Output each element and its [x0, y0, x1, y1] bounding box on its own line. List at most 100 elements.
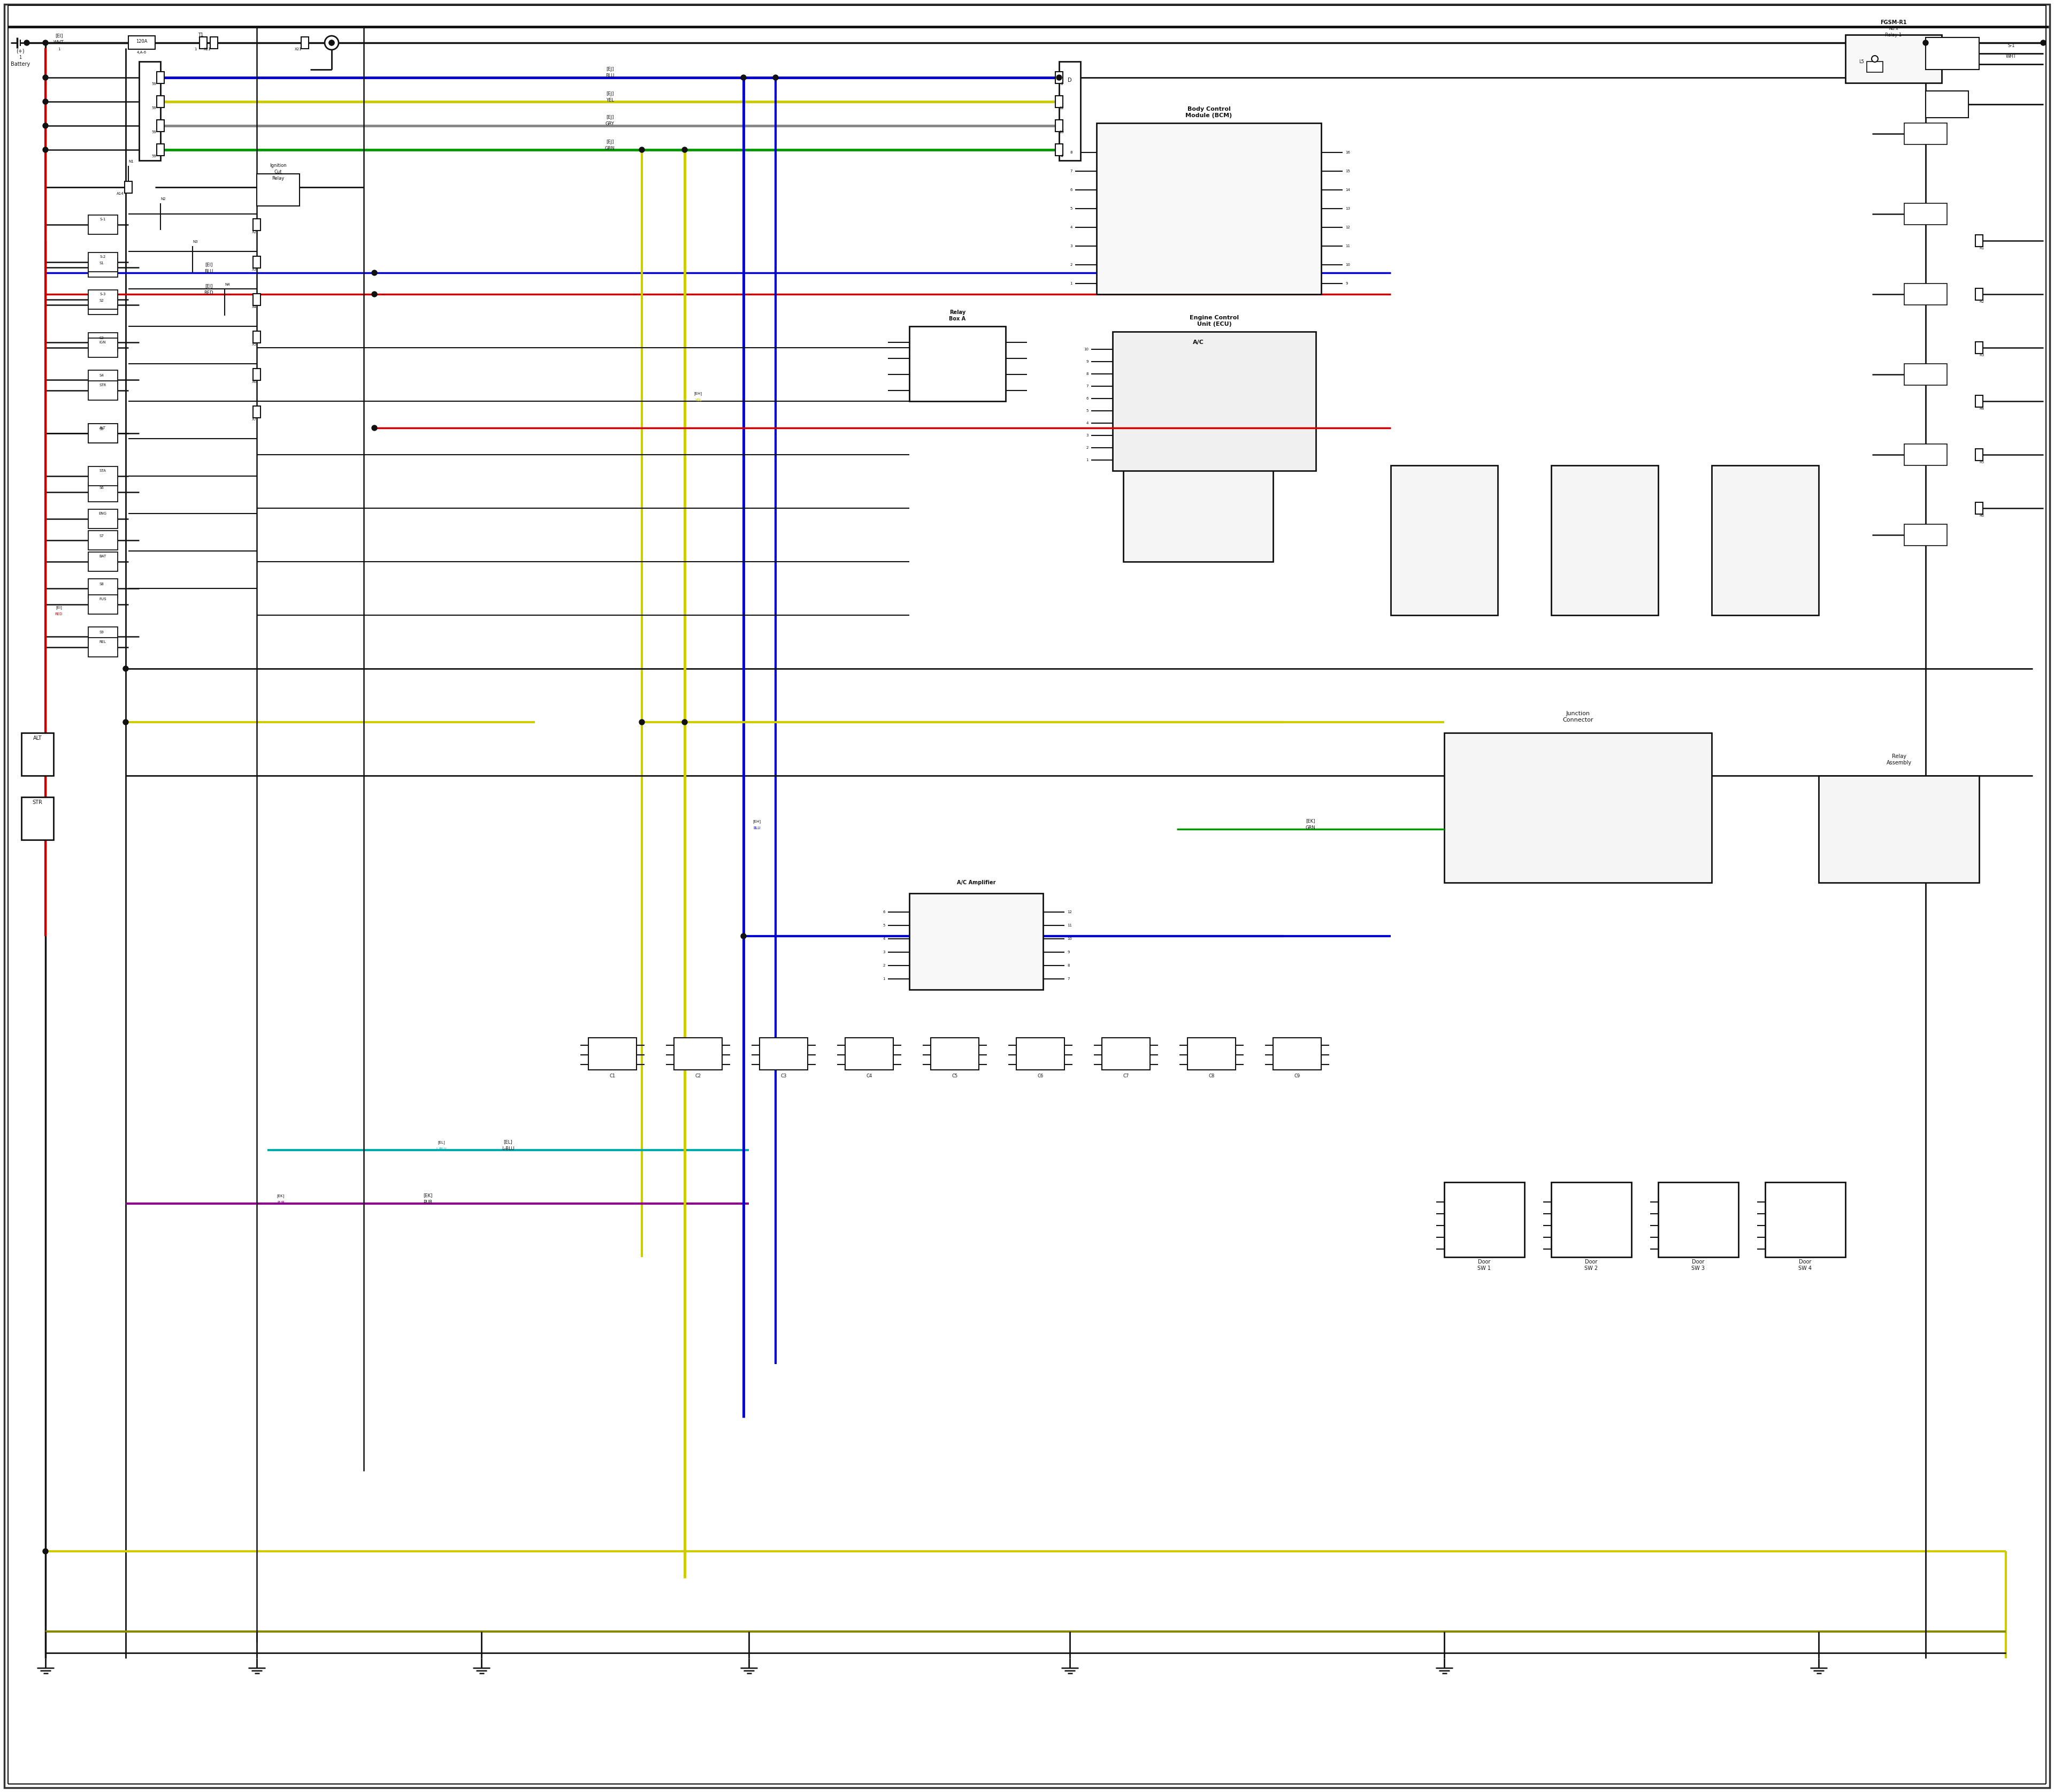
Bar [1101, 1038, 1150, 1070]
Bar [1060, 61, 1080, 161]
Text: 13: 13 [1345, 208, 1349, 210]
Bar [125, 181, 131, 194]
Text: X2: X2 [253, 231, 257, 233]
Bar [253, 407, 261, 418]
Text: [EI]: [EI] [55, 34, 64, 38]
Text: S-3: S-3 [101, 292, 105, 296]
Text: A/C Amplifier: A/C Amplifier [957, 880, 996, 885]
Circle shape [123, 719, 127, 724]
Text: PUR: PUR [423, 1199, 433, 1204]
Text: 10: 10 [1085, 348, 1089, 351]
Bar [1056, 72, 1062, 84]
Text: 9: 9 [1087, 360, 1089, 364]
Bar [156, 143, 164, 156]
Text: YEL: YEL [694, 398, 700, 401]
Bar [1124, 358, 1273, 561]
Bar [156, 72, 164, 84]
Text: 4: 4 [883, 937, 885, 941]
Bar [1976, 342, 1982, 353]
Bar [199, 38, 207, 48]
Text: Cut: Cut [275, 170, 281, 174]
Circle shape [329, 39, 335, 45]
Text: REL: REL [99, 640, 107, 643]
Bar [88, 530, 117, 550]
Bar [1904, 124, 1947, 145]
Bar [253, 332, 261, 342]
Text: 1: 1 [193, 48, 197, 50]
Text: [EK]: [EK] [1306, 819, 1315, 824]
Bar [1844, 34, 1941, 82]
Circle shape [1923, 39, 1929, 45]
Text: 7: 7 [1070, 170, 1072, 172]
Text: 11: 11 [1345, 244, 1349, 247]
Circle shape [43, 147, 47, 152]
Bar [253, 369, 261, 380]
Text: Relay: Relay [271, 176, 283, 181]
Circle shape [2040, 39, 2046, 45]
Text: S2: S2 [99, 299, 105, 303]
Text: L-BLU: L-BLU [501, 1147, 514, 1150]
Text: S-1: S-1 [101, 217, 105, 220]
Text: 1: 1 [18, 56, 23, 59]
Bar [1867, 61, 1884, 72]
Bar [1927, 91, 1968, 118]
Text: Door
SW 3: Door SW 3 [1692, 1260, 1705, 1271]
Bar [1904, 444, 1947, 466]
Text: 14: 14 [1345, 188, 1349, 192]
Bar [1976, 235, 1982, 247]
Text: L-BLU: L-BLU [435, 1147, 446, 1150]
Text: 4: 4 [1070, 226, 1072, 229]
Text: RED: RED [203, 290, 214, 296]
Circle shape [372, 425, 378, 430]
Text: A/C: A/C [1193, 340, 1204, 346]
Text: 6: 6 [1070, 188, 1072, 192]
Text: X21: X21 [203, 48, 212, 50]
Text: 5: 5 [883, 925, 885, 926]
Text: 7: 7 [1087, 385, 1089, 387]
Text: (+): (+) [16, 48, 25, 54]
Bar [257, 174, 300, 206]
Text: 1: 1 [1070, 281, 1072, 285]
Bar [127, 36, 156, 48]
Text: R4: R4 [1980, 407, 1984, 410]
Bar [1976, 396, 1982, 407]
Text: 11: 11 [1068, 925, 1072, 926]
Circle shape [25, 39, 29, 45]
Circle shape [682, 719, 688, 724]
Text: N2: N2 [160, 197, 166, 201]
Text: R1: R1 [1980, 247, 1984, 249]
Bar [88, 382, 117, 400]
Text: BLU: BLU [754, 826, 760, 830]
Text: BLU: BLU [606, 73, 614, 79]
Text: 5: 5 [1070, 208, 1072, 210]
Bar [910, 894, 1043, 989]
Bar [910, 326, 1006, 401]
Text: S6: S6 [99, 486, 105, 489]
Text: S-2: S-2 [101, 254, 105, 258]
Bar [1273, 1038, 1321, 1070]
Bar [88, 296, 117, 315]
Text: R2: R2 [1980, 299, 1984, 303]
Circle shape [639, 147, 645, 152]
Text: 16: 16 [1345, 151, 1349, 154]
Text: 10: 10 [1068, 937, 1072, 941]
Bar [88, 371, 117, 389]
Text: 12: 12 [1060, 106, 1064, 109]
Text: S7: S7 [99, 534, 105, 538]
Text: C1: C1 [610, 1073, 616, 1079]
Text: ALT: ALT [99, 426, 107, 430]
Bar [88, 595, 117, 615]
Bar [760, 1038, 807, 1070]
Circle shape [43, 75, 47, 81]
Text: PUR: PUR [277, 1201, 286, 1204]
Text: 120A: 120A [136, 39, 148, 43]
Text: L5: L5 [1859, 59, 1865, 65]
Bar [253, 294, 261, 305]
Text: C8: C8 [1208, 1073, 1214, 1079]
Bar [1976, 448, 1982, 461]
Bar [156, 120, 164, 131]
Bar [88, 466, 117, 486]
Text: C3: C3 [781, 1073, 787, 1079]
Text: 2: 2 [1070, 263, 1072, 267]
Text: N4: N4 [224, 283, 230, 287]
